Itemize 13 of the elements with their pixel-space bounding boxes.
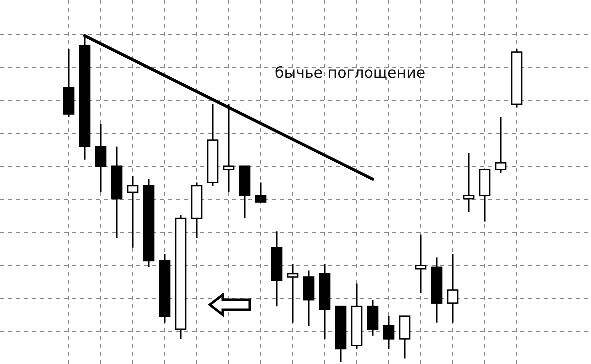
candlestick [255,182,267,204]
candlestick [383,316,395,350]
candlestick [303,270,315,327]
candlestick [287,263,299,324]
candlestick [399,316,411,360]
candlestick [95,123,107,194]
candlestick [415,234,427,294]
candlestick [463,152,475,213]
annotation: бычье поглощение [275,64,426,82]
candlestick [447,254,459,324]
candlestick [127,175,139,249]
candlestick [367,299,379,337]
candlestick [495,116,507,174]
